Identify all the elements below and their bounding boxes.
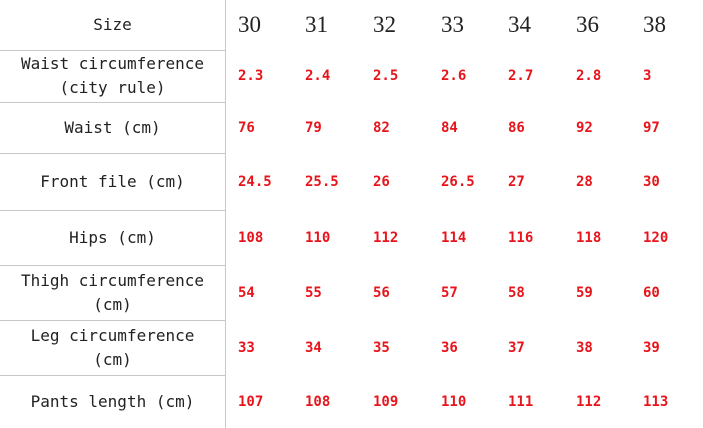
row-divider — [0, 320, 225, 321]
size-value: 37 — [508, 339, 525, 356]
column-divider — [225, 0, 226, 428]
size-value: 27 — [508, 173, 525, 190]
size-value: 76 — [238, 119, 255, 136]
size-value: 33 — [238, 339, 255, 356]
header-size: 32 — [373, 12, 396, 37]
size-value: 3 — [643, 68, 652, 84]
size-value: 108 — [238, 229, 264, 246]
size-value: 112 — [576, 393, 602, 410]
size-value: 120 — [643, 229, 669, 246]
size-value: 84 — [441, 119, 458, 136]
size-value: 26.5 — [441, 173, 475, 190]
header-size: 36 — [576, 12, 599, 37]
header-label: Size — [93, 15, 132, 34]
header-size: 33 — [441, 12, 464, 37]
row-divider — [0, 210, 225, 211]
size-value: 82 — [373, 119, 390, 136]
row-divider — [0, 375, 225, 376]
size-value: 35 — [373, 339, 390, 356]
size-value: 59 — [576, 284, 593, 301]
size-value: 56 — [373, 284, 390, 301]
size-value: 39 — [643, 339, 660, 356]
size-value: 55 — [305, 284, 322, 301]
row-divider — [0, 153, 225, 154]
size-value: 38 — [576, 339, 593, 356]
size-value: 92 — [576, 119, 593, 136]
size-value: 36 — [441, 339, 458, 356]
header-size: 34 — [508, 12, 531, 37]
size-value: 57 — [441, 284, 458, 301]
row-label: Front file (cm) — [40, 171, 185, 191]
header-size: 30 — [238, 12, 261, 37]
size-value: 116 — [508, 229, 534, 246]
size-value: 113 — [643, 393, 669, 410]
header-size: 31 — [305, 12, 328, 37]
row-divider — [0, 102, 225, 103]
size-value: 79 — [305, 119, 322, 136]
size-value: 26 — [373, 173, 390, 190]
size-value: 2.5 — [373, 68, 399, 84]
size-value: 108 — [305, 393, 331, 410]
row-label: Pants length (cm) — [30, 391, 195, 411]
size-value: 24.5 — [238, 173, 272, 190]
size-value: 58 — [508, 284, 525, 301]
size-value: 111 — [508, 393, 534, 410]
size-value: 34 — [305, 339, 322, 356]
size-value: 2.7 — [508, 68, 534, 84]
size-value: 86 — [508, 119, 525, 136]
size-value: 2.4 — [305, 68, 331, 84]
row-divider — [0, 50, 225, 51]
size-value: 107 — [238, 393, 264, 410]
size-value: 118 — [576, 229, 602, 246]
row-divider — [0, 265, 225, 266]
size-value: 112 — [373, 229, 399, 246]
size-value: 60 — [643, 284, 660, 301]
size-value: 28 — [576, 173, 593, 190]
size-value: 2.8 — [576, 68, 602, 84]
size-value: 114 — [441, 229, 467, 246]
size-value: 30 — [643, 173, 660, 190]
row-label: Leg circumference (cm) — [30, 325, 195, 369]
size-value: 110 — [305, 229, 331, 246]
row-label: Thigh circumference (cm) — [20, 270, 205, 314]
size-value: 97 — [643, 119, 660, 136]
row-label: Waist (cm) — [64, 117, 161, 137]
size-value: 2.3 — [238, 68, 264, 84]
size-value: 109 — [373, 393, 399, 410]
size-value: 110 — [441, 393, 467, 410]
header-size: 38 — [643, 12, 666, 37]
row-label: Waist circumference (city rule) — [20, 54, 205, 97]
size-value: 25.5 — [305, 173, 339, 190]
row-label: Hips (cm) — [69, 227, 156, 247]
size-value: 2.6 — [441, 68, 467, 84]
size-value: 54 — [238, 284, 255, 301]
